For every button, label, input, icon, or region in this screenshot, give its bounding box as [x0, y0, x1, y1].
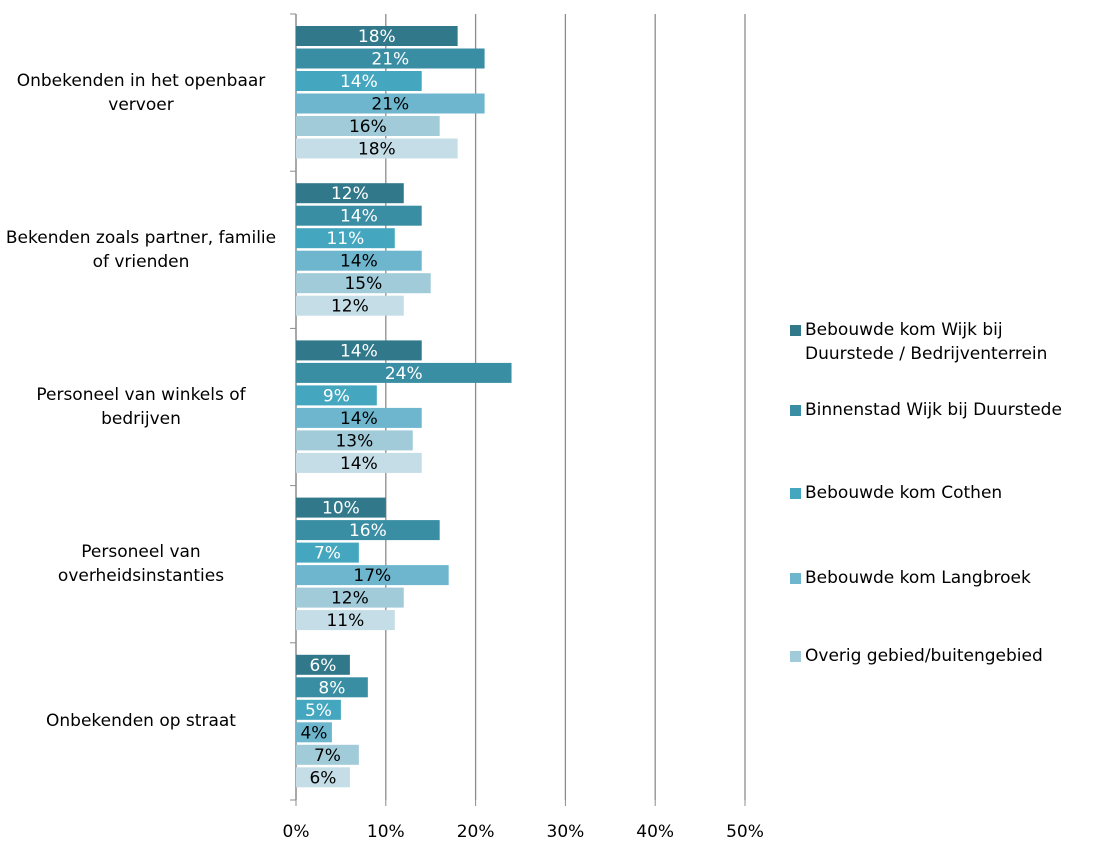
x-tick-label: 20%	[457, 822, 495, 842]
bar	[296, 71, 422, 91]
legend-swatch	[790, 405, 801, 416]
bar	[296, 228, 395, 249]
bar	[296, 407, 422, 428]
bar	[296, 250, 422, 271]
bar	[296, 677, 368, 698]
data-label: 18%	[358, 140, 396, 160]
data-label: 16%	[349, 521, 387, 541]
legend-swatch	[790, 651, 801, 662]
data-label: 24%	[385, 364, 423, 384]
bar	[296, 767, 350, 788]
data-label: 14%	[340, 341, 378, 361]
legend-swatch	[790, 488, 801, 499]
data-label: 14%	[340, 409, 378, 429]
category-label: Bekenden zoals partner, familie of vrien…	[5, 227, 277, 272]
bar	[296, 273, 431, 294]
bar	[296, 430, 413, 451]
bar	[296, 385, 377, 406]
data-label: 14%	[340, 252, 378, 272]
bar	[296, 26, 458, 46]
x-tick-label: 50%	[726, 822, 764, 842]
data-label: 5%	[305, 701, 332, 721]
bar	[296, 565, 449, 586]
data-label: 6%	[309, 656, 336, 676]
bar	[296, 520, 440, 541]
legend-label: Binnenstad Wijk bij Duurstede	[805, 400, 1062, 420]
legend-entry: Binnenstad Wijk bij Duurstede	[790, 398, 1080, 422]
bar	[296, 497, 386, 518]
x-tick-label: 10%	[367, 822, 405, 842]
data-label: 11%	[326, 229, 364, 249]
data-label: 12%	[331, 184, 369, 204]
legend-swatch	[790, 325, 801, 336]
x-tick-label: 40%	[636, 822, 674, 842]
bar	[296, 542, 359, 563]
category-label: Onbekenden in het openbaar vervoer	[16, 70, 266, 115]
data-label: 11%	[326, 611, 364, 631]
data-label: 21%	[371, 95, 409, 115]
x-tick-label: 0%	[283, 822, 310, 842]
data-label: 7%	[314, 544, 341, 564]
data-label: 10%	[322, 499, 360, 519]
bar	[296, 452, 422, 473]
bar	[296, 362, 512, 383]
data-label: 21%	[371, 50, 409, 70]
legend-label: Bebouwde kom Cothen	[805, 483, 1003, 503]
data-label: 13%	[335, 431, 373, 451]
legend-label: Bebouwde kom Langbroek	[805, 568, 1031, 588]
data-label: 18%	[358, 27, 396, 47]
bar	[296, 699, 341, 720]
bar	[296, 744, 359, 765]
legend-label: Overig gebied/buitengebied	[805, 646, 1043, 666]
legend-entry: Overig gebied/buitengebied	[790, 644, 1080, 668]
data-label: 14%	[340, 72, 378, 92]
legend-entry: Bebouwde kom Cothen	[790, 481, 1080, 505]
data-label: 14%	[340, 454, 378, 474]
x-tick-label: 30%	[547, 822, 585, 842]
legend-swatch	[790, 573, 801, 584]
bar	[296, 48, 485, 69]
data-label: 7%	[314, 746, 341, 766]
category-label: Personeel van overheidsinstanties	[57, 542, 225, 587]
bar	[296, 722, 332, 743]
bar	[296, 183, 404, 204]
data-label: 9%	[323, 386, 350, 406]
bar	[296, 587, 404, 608]
bar	[296, 116, 440, 136]
data-label: 16%	[349, 117, 387, 137]
bar	[296, 295, 404, 316]
legend-entry: Bebouwde kom Langbroek	[790, 566, 1080, 590]
data-label: 6%	[309, 768, 336, 788]
legend-label: Bebouwde kom Wijk bij Duurstede / Bedrij…	[805, 320, 1048, 364]
data-label: 14%	[340, 207, 378, 227]
bar	[296, 340, 422, 361]
data-label: 15%	[344, 274, 382, 294]
bar	[296, 654, 350, 675]
data-label: 17%	[353, 566, 391, 586]
data-label: 12%	[331, 297, 369, 317]
data-label: 12%	[331, 589, 369, 609]
legend-entry: Bebouwde kom Wijk bij Duurstede / Bedrij…	[790, 318, 1080, 366]
data-label: 8%	[318, 678, 345, 698]
bar	[296, 205, 422, 226]
data-label: 4%	[300, 723, 327, 743]
category-label: Onbekenden op straat	[46, 711, 236, 732]
bar	[296, 610, 395, 631]
bar	[296, 138, 458, 159]
bar	[296, 93, 485, 114]
category-label: Personeel van winkels of bedrijven	[36, 385, 246, 429]
